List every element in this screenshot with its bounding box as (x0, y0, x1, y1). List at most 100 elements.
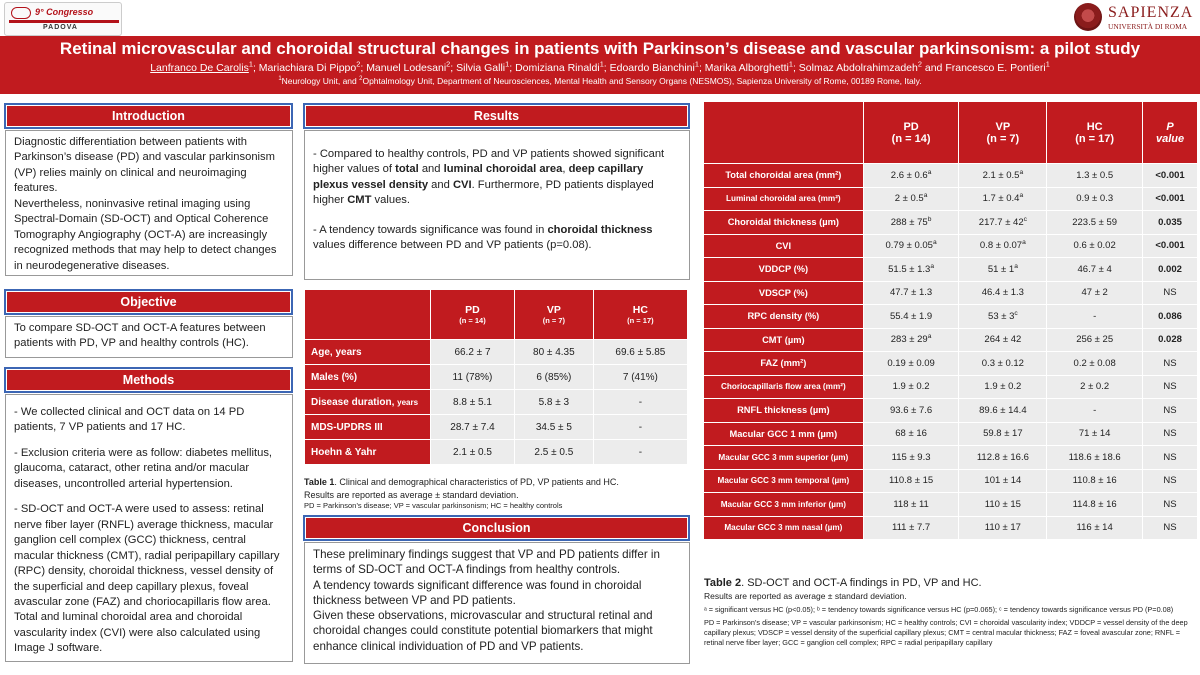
table-1-caption-line2: Results are reported as average ± standa… (304, 489, 519, 500)
introduction-heading: Introduction (4, 103, 293, 129)
row-label-text: MDS-UPDRS III (311, 421, 383, 433)
column-n: (n = 17) (1075, 132, 1115, 145)
table-row: Macular GCC 1 mm (µm) 68 ± 16 59.8 ± 17 71 … (703, 421, 1198, 446)
cell-superscript: a (927, 333, 932, 341)
p-value-cell: <0.001 (1142, 163, 1198, 188)
table-2-corner (703, 101, 864, 164)
table-cell: 1.9 ± 0.2 (862, 374, 960, 399)
table-cell: 5.8 ± 3 (513, 389, 594, 415)
row-label-text: Age, years (311, 346, 362, 358)
table-cell: 51.5 ± 1.3a (862, 257, 960, 282)
row-label: FAZ (mm²) (703, 351, 864, 376)
cell-value: 2.6 ± 0.6 (890, 169, 928, 181)
column-name: HC (1086, 120, 1103, 133)
row-label: Choroidal thickness (µm) (703, 210, 864, 235)
cell-value: 110 ± 15 (984, 498, 1021, 510)
cell-value: 217.7 ± 42 (978, 216, 1024, 228)
table-cell: 118 ± 11 (862, 492, 960, 517)
affiliation-text-1: Neurology Unit, and (281, 76, 360, 86)
cell-superscript: a (927, 168, 932, 176)
results-text: and (418, 163, 444, 176)
cell-value: 110.8 ± 15 (889, 475, 934, 487)
results-text: - A tendency towards significance was fo… (313, 223, 548, 236)
table-cell: 110 ± 15 (958, 492, 1048, 517)
results-emph: total (395, 163, 419, 176)
table-row: Macular GCC 3 mm superior (µm) 115 ± 9.3 1… (703, 445, 1198, 470)
table-row: RPC density (%) 55.4 ± 1.9 53 ± 3c -0.086 (703, 304, 1198, 329)
p-value-cell: NS (1142, 421, 1198, 446)
row-label: RPC density (%) (703, 304, 864, 329)
cell-superscript: a (923, 192, 928, 200)
cell-value: 264 ± 42 (984, 334, 1022, 346)
introduction-paragraph-1: Diagnostic differentiation between patie… (14, 136, 275, 195)
author-name: Edoardo Bianchini (609, 62, 695, 74)
author-affiliation-sup: 1 (694, 59, 699, 69)
table-cell: 80 ± 4.35 (513, 339, 594, 365)
results-emph: luminal choroidal area (443, 163, 563, 176)
poster-title: Retinal microvascular and choroidal stru… (59, 39, 1141, 58)
results-text: values difference between PD and VP pati… (313, 239, 592, 252)
table-cell: 66.2 ± 7 (430, 339, 515, 365)
author-conjunction: and (921, 62, 946, 74)
cell-value: 115 ± 9.3 (891, 451, 931, 463)
table-1-caption-line3: PD = Parkinson’s disease; VP = vascular … (304, 500, 563, 510)
cell-value: 53 ± 3 (988, 310, 1015, 322)
table-row: Luminal choroidal area (mm²) 2 ± 0.5a 1.7 … (703, 186, 1198, 211)
objective-text: To compare SD-OCT and OCT-A features bet… (14, 322, 266, 350)
cell-value: 2 ± 0.5 (894, 193, 924, 205)
congress-logo-emblem (11, 7, 31, 19)
table-cell: 47 ± 2 (1046, 280, 1144, 305)
cell-superscript: c (1014, 309, 1018, 317)
methods-paragraph-2: - Exclusion criteria were as follow: dia… (14, 446, 273, 490)
table-cell: 55.4 ± 1.9 (862, 304, 960, 329)
row-label: Luminal choroidal area (mm²) (703, 186, 864, 211)
results-text: and (428, 178, 453, 191)
row-label: RNFL thickness (µm) (703, 398, 864, 423)
table-row: VDSCP (%) 47.7 ± 1.3 46.4 ± 1.3 47 ± 2 NS (703, 280, 1198, 305)
table-1: PD (n = 14) VP (n = 7) HC (n = 17) Age, yea… (304, 289, 689, 465)
table-row: RNFL thickness (µm) 93.6 ± 7.6 89.6 ± 14.4… (703, 398, 1198, 423)
table-row: VDDCP (%) 51.5 ± 1.3a 51 ± 1a 46.7 ± 4 0.002 (703, 257, 1198, 282)
cell-value: 101 ± 14 (984, 475, 1022, 487)
table-cell: 0.79 ± 0.05a (862, 233, 960, 258)
conclusion-heading: Conclusion (303, 515, 690, 541)
author-name: Silvia Galli (456, 62, 506, 74)
table-2-caption: Table 2. SD-OCT and OCT-A findings in PD… (704, 576, 1194, 648)
author-list: Lanfranco De Carolis1; Mariachiara Di Pi… (150, 59, 1050, 74)
table-row: Choriocapillaris flow area (mm²) 1.9 ± 0.… (703, 374, 1198, 399)
congress-logo-number: 9 (35, 7, 41, 17)
p-value-cell: NS (1142, 468, 1198, 493)
table-row: Disease duration, years 8.8 ± 5.1 5.8 ± 3- (304, 389, 689, 415)
table-row: Age, years 66.2 ± 7 80 ± 4.35 69.6 ± 5.85 (304, 339, 689, 365)
affiliations: 1Neurology Unit, and 2Ophtalmology Unit,… (0, 76, 1200, 86)
cell-value: 46.4 ± 1.3 (981, 287, 1024, 299)
cell-value: 59.8 ± 17 (983, 428, 1023, 440)
table-row: Macular GCC 3 mm temporal (µm) 110.8 ± 15… (703, 468, 1198, 493)
methods-paragraph-3: - SD-OCT and OCT-A were used to assess: … (14, 503, 280, 655)
table-cell: - (1046, 398, 1144, 423)
congress-logo-degree: ° (40, 7, 44, 17)
row-label: VDSCP (%) (703, 280, 864, 305)
column-n: (n = 17) (627, 316, 654, 325)
row-label: Choriocapillaris flow area (mm²) (703, 374, 864, 399)
table-cell: 2 ± 0.2 (1046, 374, 1144, 399)
column-n: (n = 7) (542, 316, 565, 325)
table-cell: - (592, 389, 689, 415)
table-cell: 2.1 ± 0.5a (958, 163, 1048, 188)
table-cell: 0.6 ± 0.02 (1046, 233, 1144, 258)
cell-value: 51.5 ± 1.3 (888, 263, 931, 275)
results-heading: Results (303, 103, 690, 129)
sapienza-subtitle: UNIVERSITÀ DI ROMA (1108, 22, 1188, 31)
results-emph: choroidal thickness (547, 223, 653, 236)
row-label: CVI (703, 233, 864, 258)
sapienza-seal-icon (1074, 3, 1102, 31)
conclusion-paragraph-1: These preliminary findings suggest that … (313, 548, 660, 577)
row-label: Macular GCC 3 mm inferior (µm) (703, 492, 864, 517)
cell-superscript: a (1019, 192, 1024, 200)
table-cell: 6 (85%) (513, 364, 594, 390)
table-cell: 223.5 ± 59 (1046, 210, 1144, 235)
table-1-corner (304, 289, 431, 340)
table-cell: 0.8 ± 0.07a (958, 233, 1048, 258)
table-row: CMT (µm) 283 ± 29a 264 ± 42 256 ± 25 0.028 (703, 327, 1198, 352)
author-affiliation-sup: 2 (356, 59, 361, 69)
